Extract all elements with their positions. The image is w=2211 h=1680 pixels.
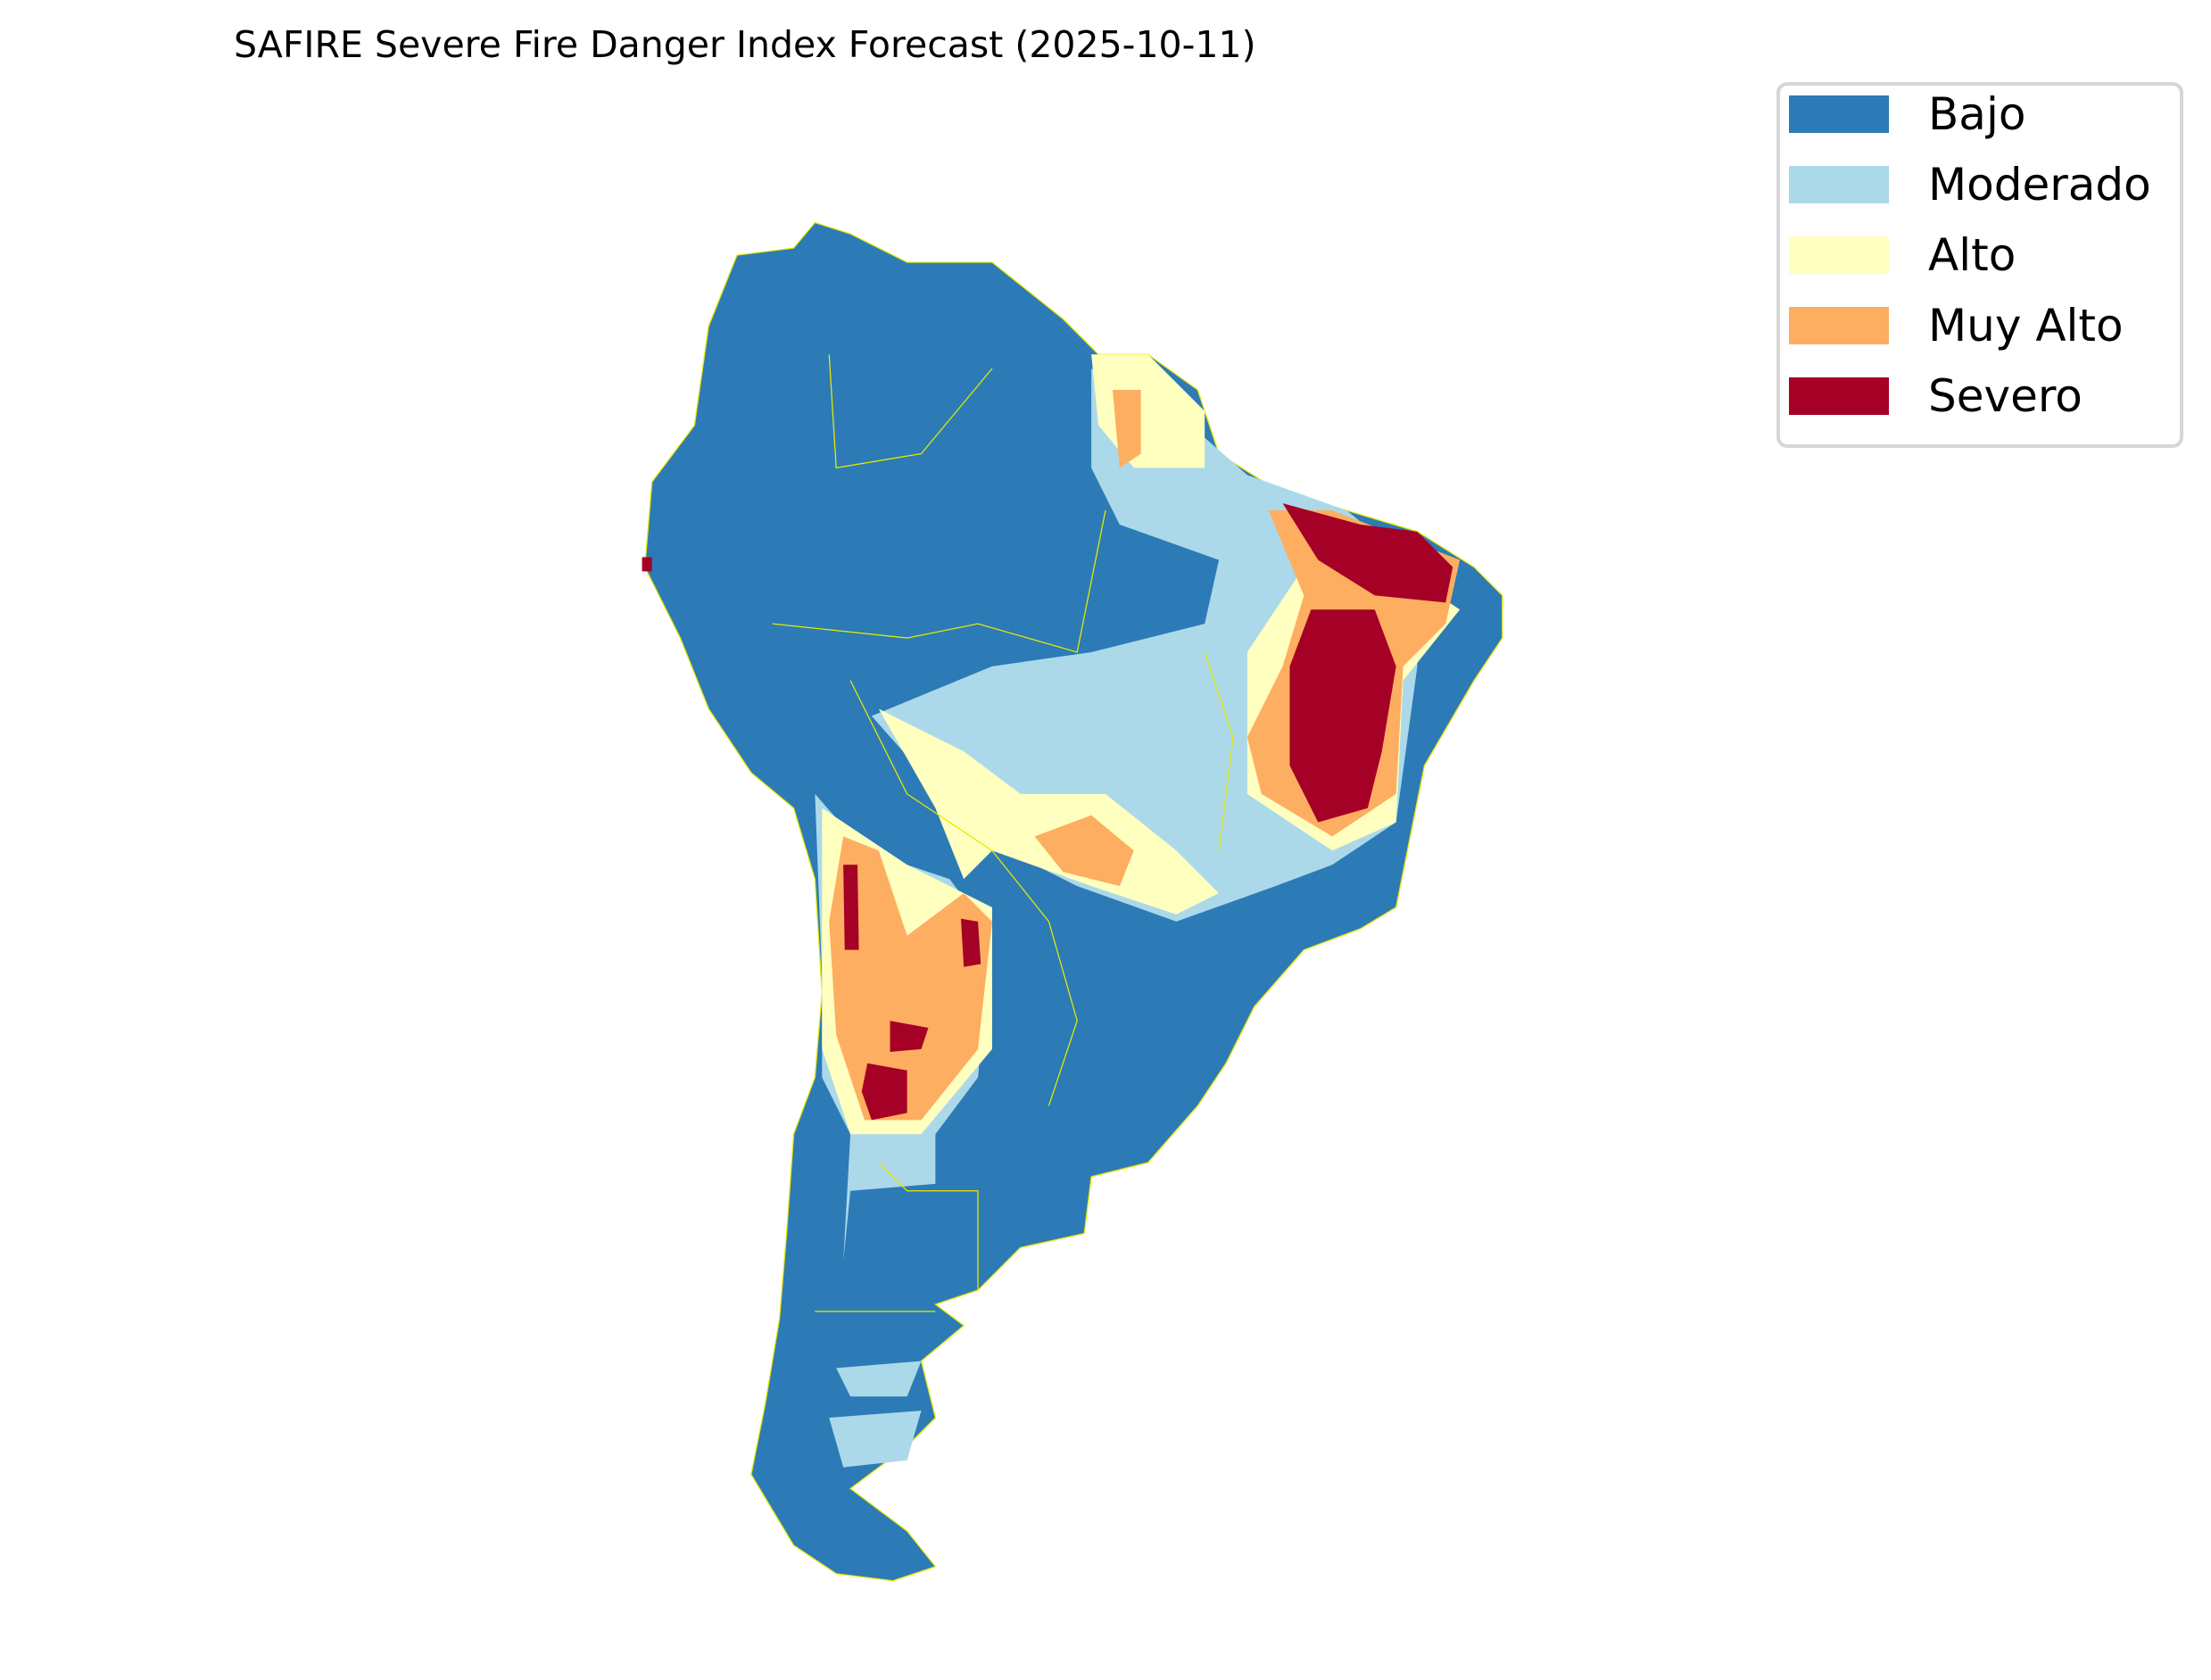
legend-label: Alto: [1928, 229, 2016, 281]
alto-central: [878, 708, 1220, 914]
legend: Bajo Moderado Alto Muy Alto Severo: [1776, 82, 2183, 448]
severo-ecuador: [642, 557, 652, 572]
severo-andes-2: [960, 918, 981, 967]
border-line: [849, 680, 1078, 1106]
legend-item-muy-alto: Muy Alto: [1789, 300, 2124, 352]
legend-label: Severo: [1928, 370, 2083, 422]
severo-northeast: [1282, 503, 1453, 603]
legend-item-severo: Severo: [1789, 370, 2083, 422]
legend-swatch-alto: [1789, 236, 1889, 274]
severo-andes-4: [861, 1063, 907, 1121]
legend-label: Muy Alto: [1928, 300, 2124, 352]
legend-item-bajo: Bajo: [1789, 88, 2026, 140]
legend-swatch-severo: [1789, 377, 1889, 415]
legend-swatch-moderado: [1789, 166, 1889, 203]
moderado-patagonia-2: [829, 1411, 922, 1468]
muy-alto-north: [1112, 389, 1141, 468]
muy-alto-andes: [829, 836, 992, 1121]
land-bajo: [644, 221, 1503, 1582]
legend-label: Moderado: [1928, 159, 2151, 211]
border-line: [828, 354, 993, 469]
severo-east: [1289, 609, 1396, 823]
legend-swatch-muy-alto: [1789, 307, 1889, 344]
legend-item-moderado: Moderado: [1789, 159, 2151, 211]
severo-andes-3: [890, 1021, 929, 1053]
legend-item-alto: Alto: [1789, 229, 2016, 281]
continent-bajo: [644, 221, 1503, 1582]
severo-andes-1: [843, 865, 859, 950]
moderado-patagonia: [836, 1361, 922, 1397]
muy-alto-central: [1034, 815, 1134, 887]
country-borders: [772, 354, 1234, 1312]
map-title: SAFIRE Severe Fire Danger Index Forecast…: [234, 23, 1256, 66]
legend-label: Bajo: [1928, 88, 2026, 140]
border-line: [878, 1162, 979, 1291]
zone-severo: [642, 503, 1453, 1121]
border-line: [1204, 651, 1234, 851]
legend-swatch-bajo: [1789, 95, 1889, 133]
border-line: [772, 509, 1106, 653]
